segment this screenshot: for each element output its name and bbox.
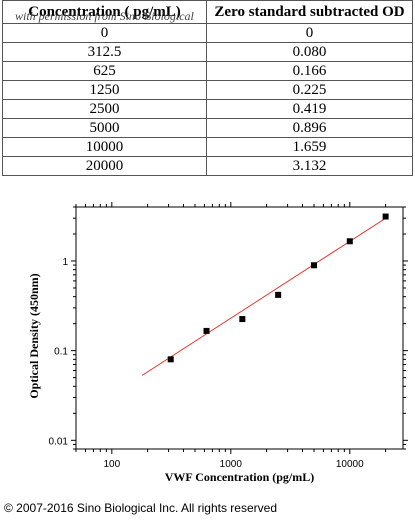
table-cell-od: 1.659 xyxy=(206,137,413,157)
table-cell-concentration: 1250 xyxy=(2,80,207,100)
header-concentration: Concentration ( pg/mL) with permission f… xyxy=(2,0,207,24)
header-od: Zero standard subtracted OD xyxy=(206,0,413,24)
x-axis-label: VWF Concentration (pg/mL) xyxy=(165,470,315,484)
data-point xyxy=(382,213,389,220)
table-cell-od: 0.419 xyxy=(206,99,413,119)
fit-line-group xyxy=(141,217,386,376)
data-point xyxy=(346,238,353,245)
table-cell-concentration: 5000 xyxy=(2,118,207,138)
data-point xyxy=(203,327,210,334)
y-axis-label: Optical Density (450nm) xyxy=(27,273,41,398)
standard-table-container: Concentration ( pg/mL) with permission f… xyxy=(0,0,415,176)
y-tick-label: 0.01 xyxy=(49,436,69,447)
table-cell-od: 3.132 xyxy=(206,156,413,176)
y-tick-label: 0.1 xyxy=(54,347,68,358)
data-point xyxy=(167,356,174,363)
table-cell-od: 0.166 xyxy=(206,61,413,81)
fit-line xyxy=(141,217,386,376)
table-cell-concentration: 0 xyxy=(2,23,207,43)
table-cell-concentration: 10000 xyxy=(2,137,207,157)
table-row: 1250 0.225 xyxy=(2,80,413,100)
table-cell-od: 0.225 xyxy=(206,80,413,100)
table-row: 312.5 0.080 xyxy=(2,42,413,62)
table-row: 10000 1.659 xyxy=(2,137,413,157)
table-row: 625 0.166 xyxy=(2,61,413,81)
data-points-group xyxy=(167,213,389,363)
x-tick-label: 100 xyxy=(103,459,120,470)
data-point xyxy=(310,262,317,269)
table-row: 5000 0.896 xyxy=(2,118,413,138)
standard-curve-chart: 100 1000 10000 0.01 0.1 1 VWF Concentration (… xyxy=(27,202,408,484)
chart-axes: 100 1000 10000 0.01 0.1 1 xyxy=(49,202,408,470)
table-cell-od: 0.080 xyxy=(206,42,413,62)
table-cell-od: 0.896 xyxy=(206,118,413,138)
standard-curve-table: Concentration ( pg/mL) with permission f… xyxy=(2,0,413,176)
y-tick-label: 1 xyxy=(62,257,68,268)
x-tick-label: 10000 xyxy=(336,459,364,470)
table-cell-concentration: 20000 xyxy=(2,156,207,176)
x-tick-label: 1000 xyxy=(220,459,243,470)
table-row: 0 0 xyxy=(2,23,413,43)
table-cell-od: 0 xyxy=(206,23,413,43)
plot-frame xyxy=(75,206,404,450)
data-point xyxy=(275,291,282,298)
table-cell-concentration: 2500 xyxy=(2,99,207,119)
table-cell-concentration: 312.5 xyxy=(2,42,207,62)
data-point xyxy=(239,316,246,323)
table-row: 2500 0.419 xyxy=(2,99,413,119)
table-header-row: Concentration ( pg/mL) with permission f… xyxy=(2,0,413,24)
table-row: 20000 3.132 xyxy=(2,156,413,176)
table-cell-concentration: 625 xyxy=(2,61,207,81)
header-concentration-label: Concentration ( pg/mL) xyxy=(28,4,181,20)
copyright-footer: © 2007-2016 Sino Biological Inc. All rig… xyxy=(4,501,277,515)
